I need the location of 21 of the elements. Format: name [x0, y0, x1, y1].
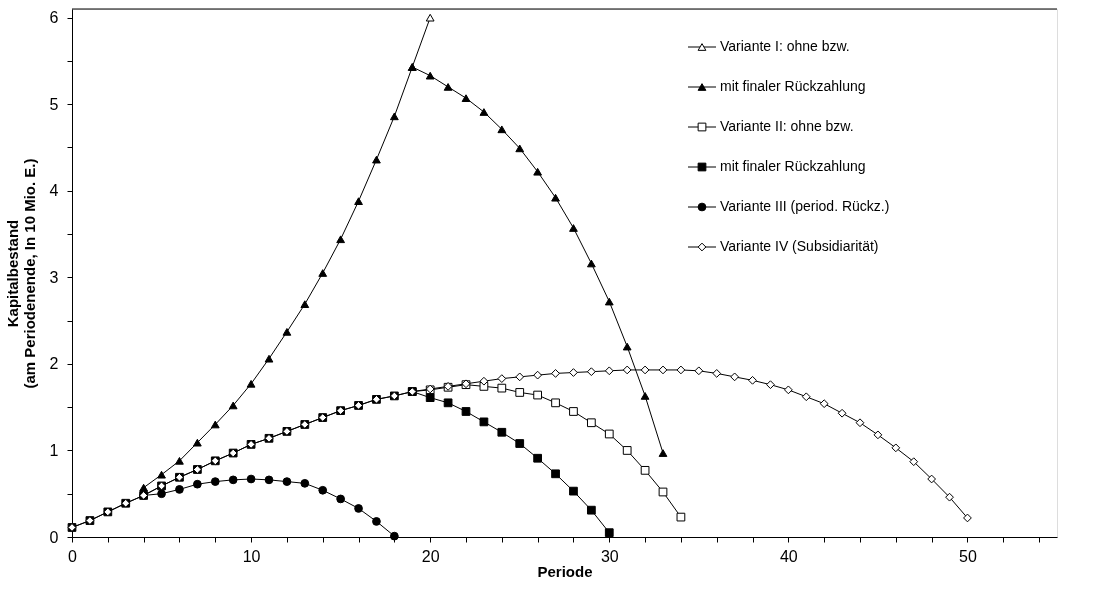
- x-tick-label: 10: [242, 547, 261, 565]
- y-tick-label: 6: [49, 9, 59, 27]
- x-axis-title: Periode: [537, 562, 593, 580]
- legend-label: mit finaler Rückzahlung: [720, 78, 866, 94]
- y-axis-title: Kapitalbestand (am Periodenende, In 10 Mio. E.): [3, 158, 38, 389]
- x-tick-label: 0: [68, 547, 78, 565]
- x-tick-label: 30: [600, 547, 619, 565]
- y-tick-label: 4: [49, 182, 59, 200]
- x-tick-label: 20: [421, 547, 440, 565]
- legend-label: Variante IV (Subsidiarität): [720, 238, 879, 254]
- legend-label: mit finaler Rückzahlung: [720, 158, 866, 174]
- y-tick-label: 2: [49, 355, 59, 373]
- legend-label: Variante II: ohne bzw.: [720, 118, 854, 134]
- y-tick-label: 3: [49, 268, 59, 286]
- y-tick-label: 1: [49, 441, 59, 459]
- legend-label: Variante III (period. Rückz.): [720, 198, 890, 214]
- y-tick-label: 5: [49, 95, 59, 113]
- x-tick-label: 40: [779, 547, 798, 565]
- legend-label: Variante I: ohne bzw.: [720, 38, 850, 54]
- y-tick-label: 0: [49, 528, 59, 546]
- x-tick-label: 50: [959, 547, 977, 565]
